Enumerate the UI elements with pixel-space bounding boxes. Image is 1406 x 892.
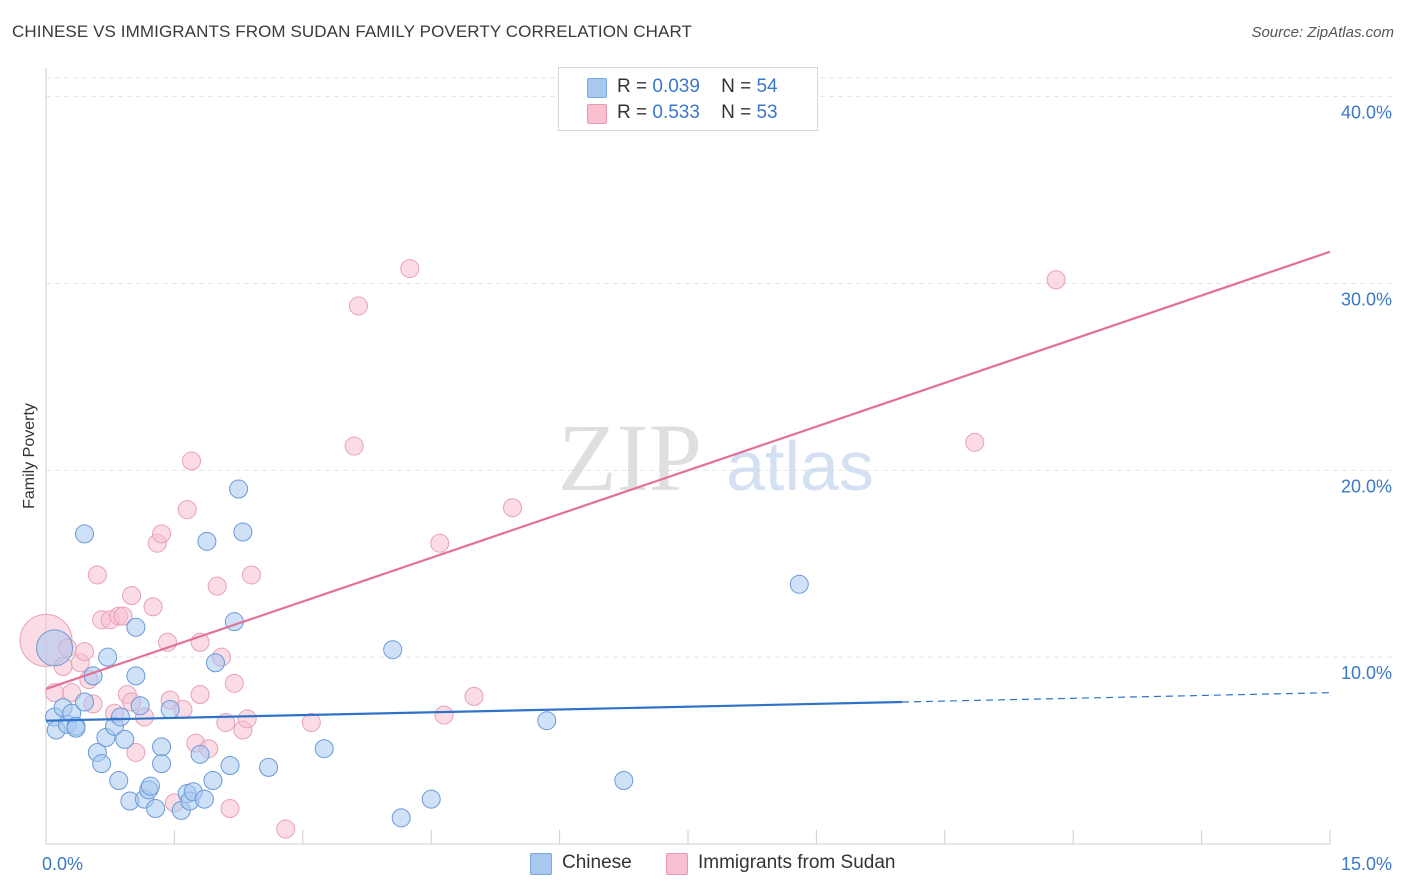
series-chinese-points [36, 479, 809, 828]
point-sudan [464, 686, 484, 706]
trend-line-chinese [45, 700, 903, 722]
point-chinese [126, 617, 146, 637]
point-chinese [146, 799, 166, 819]
point-sudan [62, 683, 82, 703]
point-chinese [109, 770, 129, 790]
point-chinese [421, 789, 441, 809]
point-chinese [789, 574, 809, 594]
point-sudan [241, 565, 261, 585]
point-chinese [229, 479, 249, 499]
legend-r-value: 0.533 [652, 102, 700, 123]
point-sudan [344, 436, 364, 456]
point-sudan [348, 296, 368, 316]
trend-line-sudan [45, 250, 1331, 690]
y-tick-label: 40.0% [1341, 103, 1392, 123]
trend-lines [45, 250, 1331, 722]
point-sudan [276, 819, 296, 839]
point-chinese [537, 711, 557, 731]
point-chinese [110, 707, 130, 727]
legend-n-value: 54 [756, 76, 778, 97]
legend-swatch-chinese [587, 78, 607, 98]
legend-n-label: N = [721, 102, 752, 123]
point-sudan [301, 713, 321, 733]
point-sudan [182, 451, 202, 471]
x-tick-label: 0.0% [42, 854, 83, 874]
point-chinese [126, 666, 146, 686]
point-chinese [205, 653, 225, 673]
point-sudan [177, 500, 197, 520]
point-chinese [614, 770, 634, 790]
point-sudan [113, 606, 133, 626]
point-chinese [259, 757, 279, 777]
point-chinese [220, 756, 240, 776]
point-sudan [1046, 270, 1066, 290]
point-chinese [66, 718, 86, 738]
trend-line-chinese-extrapolated [901, 692, 1331, 703]
point-sudan [75, 642, 95, 662]
point-chinese [36, 629, 74, 667]
chart-source: Source: ZipAtlas.com [1251, 24, 1394, 41]
point-sudan [400, 259, 420, 279]
legend-swatch-sudan [666, 853, 688, 875]
point-sudan [126, 742, 146, 762]
legend-label-sudan: Immigrants from Sudan [698, 852, 896, 873]
point-chinese [130, 696, 150, 716]
legend-r-label: R = [617, 102, 648, 123]
y-axis-label: Family Poverty [21, 403, 38, 509]
point-chinese [152, 737, 172, 757]
series-sudan-points [19, 259, 1066, 839]
legend-label-chinese: Chinese [562, 852, 632, 873]
point-chinese [98, 647, 118, 667]
legend-swatch-chinese [530, 853, 552, 875]
point-sudan [434, 705, 454, 725]
point-chinese [233, 522, 253, 542]
point-chinese [152, 754, 172, 774]
legend-r-label: R = [617, 76, 648, 97]
point-chinese [194, 789, 214, 809]
point-chinese [391, 808, 411, 828]
watermark-atlas: atlas [726, 427, 874, 505]
point-chinese [115, 729, 135, 749]
point-sudan [503, 498, 523, 518]
point-sudan [430, 533, 450, 553]
x-tick-label: 15.0% [1341, 854, 1392, 874]
point-sudan [216, 713, 236, 733]
point-sudan [237, 709, 257, 729]
point-sudan [207, 576, 227, 596]
y-tick-label: 10.0% [1341, 663, 1392, 683]
legend-series: Chinese Immigrants from Sudan [0, 852, 1406, 878]
point-chinese [203, 770, 223, 790]
legend-swatch-sudan [587, 104, 607, 124]
tick-labels: 10.0% 20.0% 30.0% 40.0% 0.0% 15.0% [42, 103, 1392, 874]
point-sudan [190, 685, 210, 705]
y-tick-label: 30.0% [1341, 290, 1392, 310]
point-chinese [75, 692, 95, 712]
chart-title: CHINESE VS IMMIGRANTS FROM SUDAN FAMILY … [12, 22, 692, 41]
point-chinese [140, 776, 160, 796]
point-chinese [197, 531, 217, 551]
point-chinese [190, 744, 210, 764]
point-chinese [92, 754, 112, 774]
y-tick-label: 20.0% [1341, 476, 1392, 496]
point-sudan [965, 432, 985, 452]
point-chinese [383, 640, 403, 660]
point-sudan [122, 586, 142, 606]
point-sudan [224, 673, 244, 693]
legend-r-value: 0.039 [652, 76, 700, 97]
watermark: ZIP atlas [558, 404, 874, 511]
point-sudan [87, 565, 107, 585]
point-chinese [160, 699, 180, 719]
point-chinese [75, 524, 95, 544]
point-sudan [152, 524, 172, 544]
legend-n-label: N = [721, 76, 752, 97]
legend-n-value: 53 [756, 102, 778, 123]
legend-stats: R = 0.039 N = 54 R = 0.533 N = 53 [558, 67, 818, 131]
point-sudan [220, 799, 240, 819]
watermark-zip: ZIP [558, 404, 702, 511]
point-chinese [314, 739, 334, 759]
point-sudan [143, 597, 163, 617]
